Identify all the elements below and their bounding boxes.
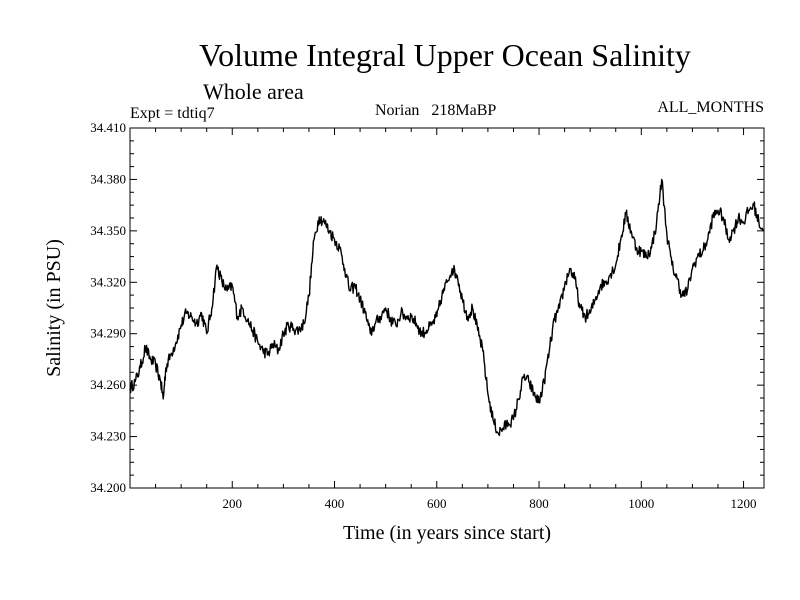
x-tick-label: 800: [529, 496, 549, 511]
axis-ticks: [130, 127, 764, 489]
y-tick-label: 34.290: [90, 326, 126, 341]
x-tick-label: 1000: [628, 496, 654, 511]
y-tick-label: 34.230: [90, 429, 126, 444]
axis-tick-labels: 200 400 600 800 1000 1200 34.200 34.230 34.260 34…: [90, 120, 756, 511]
y-tick-label: 34.380: [90, 171, 126, 186]
chart-subtitle: Whole area: [203, 79, 304, 104]
chart-title: Volume Integral Upper Ocean Salinity: [199, 37, 691, 73]
y-axis-title: Salinity (in PSU): [43, 239, 65, 377]
y-tick-label: 34.260: [90, 377, 126, 392]
y-tick-label: 34.350: [90, 223, 126, 238]
months-label: ALL_MONTHS: [657, 99, 764, 116]
y-tick-label: 34.410: [90, 120, 126, 135]
series-line: [129, 178, 765, 437]
period-label: Norian 218MaBP: [375, 102, 496, 119]
x-tick-label: 600: [427, 496, 447, 511]
x-tick-label: 200: [223, 496, 243, 511]
x-tick-label: 1200: [731, 496, 757, 511]
experiment-label: Expt = tdtiq7: [130, 105, 215, 122]
y-tick-label: 34.200: [90, 480, 126, 495]
plot-frame: [129, 127, 765, 489]
y-tick-label: 34.320: [90, 274, 126, 289]
series-group: [129, 178, 765, 437]
x-tick-label: 400: [325, 496, 345, 511]
x-axis-title: Time (in years since start): [343, 522, 551, 544]
